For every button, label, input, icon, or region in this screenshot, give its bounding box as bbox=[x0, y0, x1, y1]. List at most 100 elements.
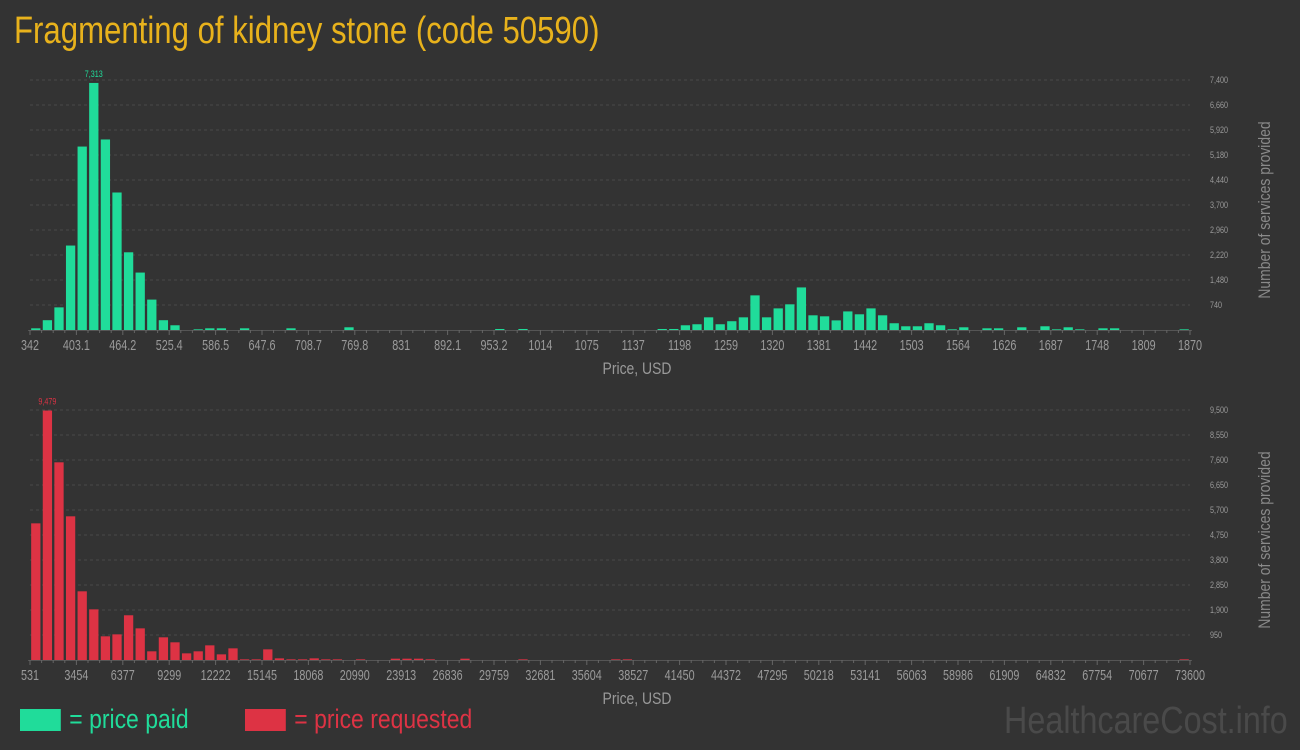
x-tick-label: 1687 bbox=[1039, 336, 1063, 353]
bar bbox=[31, 328, 41, 330]
x-tick-label: 1626 bbox=[992, 336, 1016, 353]
x-tick-label: 12222 bbox=[201, 666, 231, 683]
bar bbox=[135, 272, 145, 330]
bar bbox=[924, 323, 934, 330]
legend-item-paid: = price paid bbox=[20, 704, 189, 735]
x-tick-label: 20990 bbox=[340, 666, 370, 683]
bar bbox=[286, 328, 296, 330]
x-axis-title: Price, USD bbox=[603, 690, 672, 709]
bar bbox=[715, 324, 725, 330]
y-tick-label: 7,600 bbox=[1210, 455, 1228, 465]
bar bbox=[89, 609, 99, 660]
bar bbox=[460, 658, 470, 661]
x-tick-label: 892.1 bbox=[434, 336, 461, 353]
y-tick-label: 9,500 bbox=[1210, 405, 1228, 415]
x-tick-label: 1809 bbox=[1132, 336, 1156, 353]
bar bbox=[193, 651, 203, 660]
x-tick-label: 1748 bbox=[1085, 336, 1109, 353]
y-tick-label: 5,700 bbox=[1210, 505, 1228, 515]
bar bbox=[889, 323, 899, 330]
legend-swatch-requested bbox=[245, 708, 286, 731]
bar bbox=[901, 326, 911, 330]
bar bbox=[761, 317, 772, 330]
x-tick-label: 53141 bbox=[850, 666, 880, 683]
x-tick-label: 586.5 bbox=[202, 336, 229, 353]
x-tick-label: 1870 bbox=[1178, 336, 1202, 353]
x-tick-label: 58986 bbox=[943, 666, 973, 683]
x-tick-label: 342 bbox=[21, 336, 39, 353]
bar bbox=[100, 636, 111, 660]
bar bbox=[216, 654, 227, 660]
legend-label-requested: = price requested bbox=[294, 704, 473, 734]
bar bbox=[274, 658, 285, 660]
x-tick-label: 64832 bbox=[1036, 666, 1066, 683]
bar bbox=[727, 321, 737, 330]
bar bbox=[31, 523, 41, 660]
bar bbox=[831, 320, 841, 330]
x-tick-label: 67754 bbox=[1082, 666, 1112, 683]
bar bbox=[657, 328, 667, 331]
x-tick-label: 26836 bbox=[433, 666, 463, 683]
y-tick-label: 4,750 bbox=[1210, 530, 1228, 540]
x-tick-label: 61909 bbox=[989, 666, 1019, 683]
bar bbox=[1063, 327, 1073, 330]
bar bbox=[692, 324, 702, 330]
bar bbox=[216, 328, 227, 330]
y-tick-label: 3,700 bbox=[1210, 200, 1228, 210]
bar bbox=[680, 325, 691, 330]
bar bbox=[1098, 328, 1108, 330]
y-tick-label: 4,440 bbox=[1210, 175, 1228, 185]
x-axis-title: Price, USD bbox=[603, 360, 672, 379]
bar bbox=[854, 314, 865, 330]
x-tick-label: 1075 bbox=[575, 336, 599, 353]
x-tick-label: 708.7 bbox=[295, 336, 322, 353]
y-tick-label: 3,800 bbox=[1210, 555, 1228, 565]
x-tick-label: 38527 bbox=[618, 666, 648, 683]
bar bbox=[205, 328, 215, 330]
price-paid-chart: 740 1,480 2,220 2,960 3,700 4,440 5,180 5,920 6,… bbox=[21, 69, 1274, 378]
bar bbox=[796, 287, 807, 330]
x-tick-label: 3454 bbox=[64, 666, 88, 683]
bar bbox=[112, 634, 122, 660]
bar bbox=[135, 628, 145, 660]
bar bbox=[1109, 328, 1120, 330]
bar bbox=[77, 146, 87, 330]
bar bbox=[959, 327, 969, 330]
y-tick-label: 5,920 bbox=[1210, 125, 1228, 135]
peak-value-label: 9,479 bbox=[38, 397, 56, 407]
bar bbox=[123, 252, 134, 330]
bar bbox=[877, 315, 888, 330]
bar bbox=[42, 410, 53, 660]
chart-title: Fragmenting of kidney stone (code 50590) bbox=[14, 10, 600, 52]
x-tick-label: 769.8 bbox=[341, 336, 368, 353]
x-tick-label: 15145 bbox=[247, 666, 277, 683]
x-tick-label: 56063 bbox=[897, 666, 927, 683]
x-tick-label: 1503 bbox=[900, 336, 924, 353]
x-tick-label: 831 bbox=[392, 336, 410, 353]
x-tick-label: 23913 bbox=[386, 666, 416, 683]
y-tick-label: 6,660 bbox=[1210, 100, 1228, 110]
x-tick-label: 70677 bbox=[1129, 666, 1159, 683]
bar bbox=[309, 658, 319, 660]
y-tick-label: 6,650 bbox=[1210, 480, 1228, 490]
bar bbox=[147, 299, 157, 330]
x-tick-label: 1442 bbox=[853, 336, 877, 353]
bar bbox=[77, 591, 87, 660]
price-requested-chart: 950 1,900 2,850 3,800 4,750 5,700 6,650 7,600 8,… bbox=[21, 397, 1274, 709]
bar bbox=[100, 139, 111, 330]
bar bbox=[738, 317, 749, 330]
x-tick-label: 1320 bbox=[760, 336, 784, 353]
bar bbox=[54, 462, 64, 660]
bar bbox=[170, 642, 180, 660]
bar bbox=[181, 653, 192, 660]
bar bbox=[390, 658, 401, 661]
bar bbox=[750, 295, 760, 330]
y-tick-label: 5,180 bbox=[1210, 150, 1228, 160]
bar bbox=[263, 649, 273, 660]
bar bbox=[993, 328, 1004, 330]
peak-value-label: 7,313 bbox=[85, 69, 103, 79]
bar bbox=[785, 304, 795, 330]
bar bbox=[703, 317, 714, 330]
x-tick-label: 29759 bbox=[479, 666, 509, 683]
x-tick-label: 50218 bbox=[804, 666, 834, 683]
